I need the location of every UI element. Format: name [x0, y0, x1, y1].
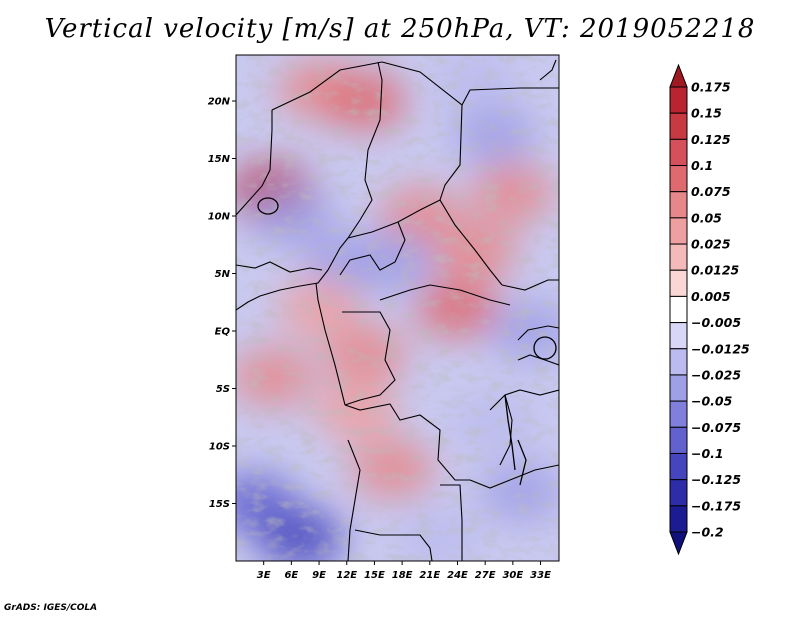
- x-tick-label: 24E: [447, 570, 468, 581]
- y-tick-label: 5N: [215, 269, 231, 280]
- x-tick-label: 27E: [475, 570, 496, 581]
- y-tick-label: 15S: [209, 499, 230, 510]
- colorbar: 0.175 0.15 0.125 0.1 0.075 0.05 0.025 0.0125 0.0…: [669, 63, 750, 556]
- x-tick-label: 3E: [257, 570, 271, 581]
- colorbar-segment: [669, 452, 688, 481]
- colorbar-segment: [669, 138, 688, 167]
- lakes: [257, 197, 557, 486]
- colorbar-segment: [669, 400, 688, 428]
- x-tick-label: 12E: [336, 570, 357, 581]
- x-tick-label: 33E: [530, 570, 551, 581]
- colorbar-segment: [669, 426, 688, 454]
- x-tick-label: 30E: [502, 570, 523, 581]
- colorbar-segment: [669, 86, 688, 114]
- colorbar-label: 0.175: [691, 80, 731, 95]
- y-tick-label: 10N: [208, 212, 231, 223]
- map-frame: [235, 54, 560, 562]
- colorbar-segment: [669, 374, 688, 402]
- y-tick-label: 5S: [216, 384, 230, 395]
- colorbar-segment: [669, 112, 688, 140]
- colorbar-label: −0.075: [691, 420, 741, 435]
- x-tick-label: 15E: [364, 570, 385, 581]
- vertical-velocity-field: [236, 55, 559, 561]
- colorbar-label: 0.075: [691, 184, 731, 199]
- colorbar-arrow-bottom: [669, 531, 688, 556]
- chart-title: Vertical velocity [m/s] at 250hPa, VT: 2…: [44, 14, 756, 44]
- y-tick-label: 15N: [208, 154, 231, 165]
- colorbar-label: −0.1: [691, 446, 724, 461]
- colorbar-segment: [669, 217, 688, 245]
- colorbar-label: 0.15: [691, 106, 722, 121]
- colorbar-label: −0.025: [691, 367, 741, 382]
- y-axis: 20N 15N 10N 5N EQ 5S 10S 15S: [208, 97, 236, 510]
- x-tick-label: 6E: [284, 570, 298, 581]
- x-tick-label: 18E: [392, 570, 413, 581]
- colorbar-label: −0.05: [691, 394, 733, 409]
- x-axis: 3E 6E 9E 12E 15E 18E 21E 24E 27E 30E 33E: [257, 561, 551, 581]
- colorbar-segment: [669, 505, 688, 533]
- country-borders: [236, 59, 559, 561]
- y-tick-label: EQ: [215, 327, 231, 338]
- colorbar-segment: [669, 269, 688, 297]
- colorbar-segment: [669, 165, 688, 193]
- colorbar-segment: [669, 191, 688, 219]
- y-tick-label: 10S: [209, 442, 230, 453]
- field-texture: [236, 55, 559, 561]
- colorbar-label: −0.2: [691, 525, 724, 540]
- colorbar-segment: [669, 348, 688, 376]
- colorbar-segment: [669, 243, 688, 271]
- x-tick-label: 21E: [419, 570, 440, 581]
- grads-credit: GrADS: IGES/COLA: [4, 603, 98, 613]
- colorbar-label: −0.005: [691, 315, 741, 330]
- colorbar-segment: [669, 322, 688, 350]
- colorbar-segment: [669, 295, 688, 324]
- colorbar-segment: [669, 479, 688, 507]
- colorbar-label: 0.1: [691, 158, 713, 173]
- colorbar-label: 0.005: [691, 289, 731, 304]
- colorbar-arrow-top: [669, 63, 688, 88]
- colorbar-label: −0.0125: [691, 341, 750, 356]
- colorbar-label: −0.175: [691, 498, 741, 513]
- colorbar-label: 0.0125: [691, 263, 740, 278]
- colorbar-label: 0.05: [691, 210, 722, 225]
- colorbar-label: 0.125: [691, 132, 731, 147]
- colorbar-label: 0.025: [691, 237, 731, 252]
- y-tick-label: 20N: [208, 97, 231, 108]
- colorbar-label: −0.125: [691, 472, 741, 487]
- x-tick-label: 9E: [312, 570, 326, 581]
